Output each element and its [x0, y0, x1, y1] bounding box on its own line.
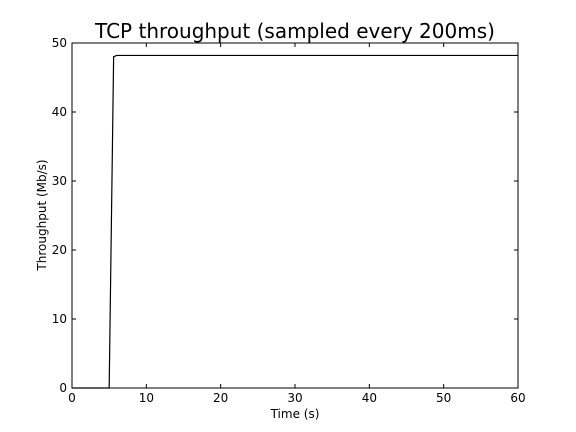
y-tick-label: 10 — [52, 312, 67, 326]
series-line-0 — [72, 54, 518, 389]
x-tick-label: 0 — [68, 391, 76, 405]
y-tick-label: 20 — [52, 243, 67, 257]
x-tick-label: 10 — [139, 391, 154, 405]
x-tick-label: 50 — [436, 391, 451, 405]
x-tick-label: 60 — [510, 391, 525, 405]
plot-area: 0 10 20 30 40 50 60 0 10 20 30 40 50 — [52, 36, 526, 405]
x-tick-label: 20 — [213, 391, 228, 405]
x-axis-label: Time (s) — [270, 407, 320, 421]
y-tick-label: 40 — [52, 105, 67, 119]
y-tick-label: 30 — [52, 174, 67, 188]
y-tick-label: 0 — [59, 381, 67, 395]
x-tick-label: 40 — [362, 391, 377, 405]
x-tick-label: 30 — [287, 391, 302, 405]
y-axis-label: Throughput (Mb/s) — [35, 159, 49, 271]
y-tick-label: 50 — [52, 36, 67, 50]
chart-title: TCP throughput (sampled every 200ms) — [94, 19, 495, 43]
